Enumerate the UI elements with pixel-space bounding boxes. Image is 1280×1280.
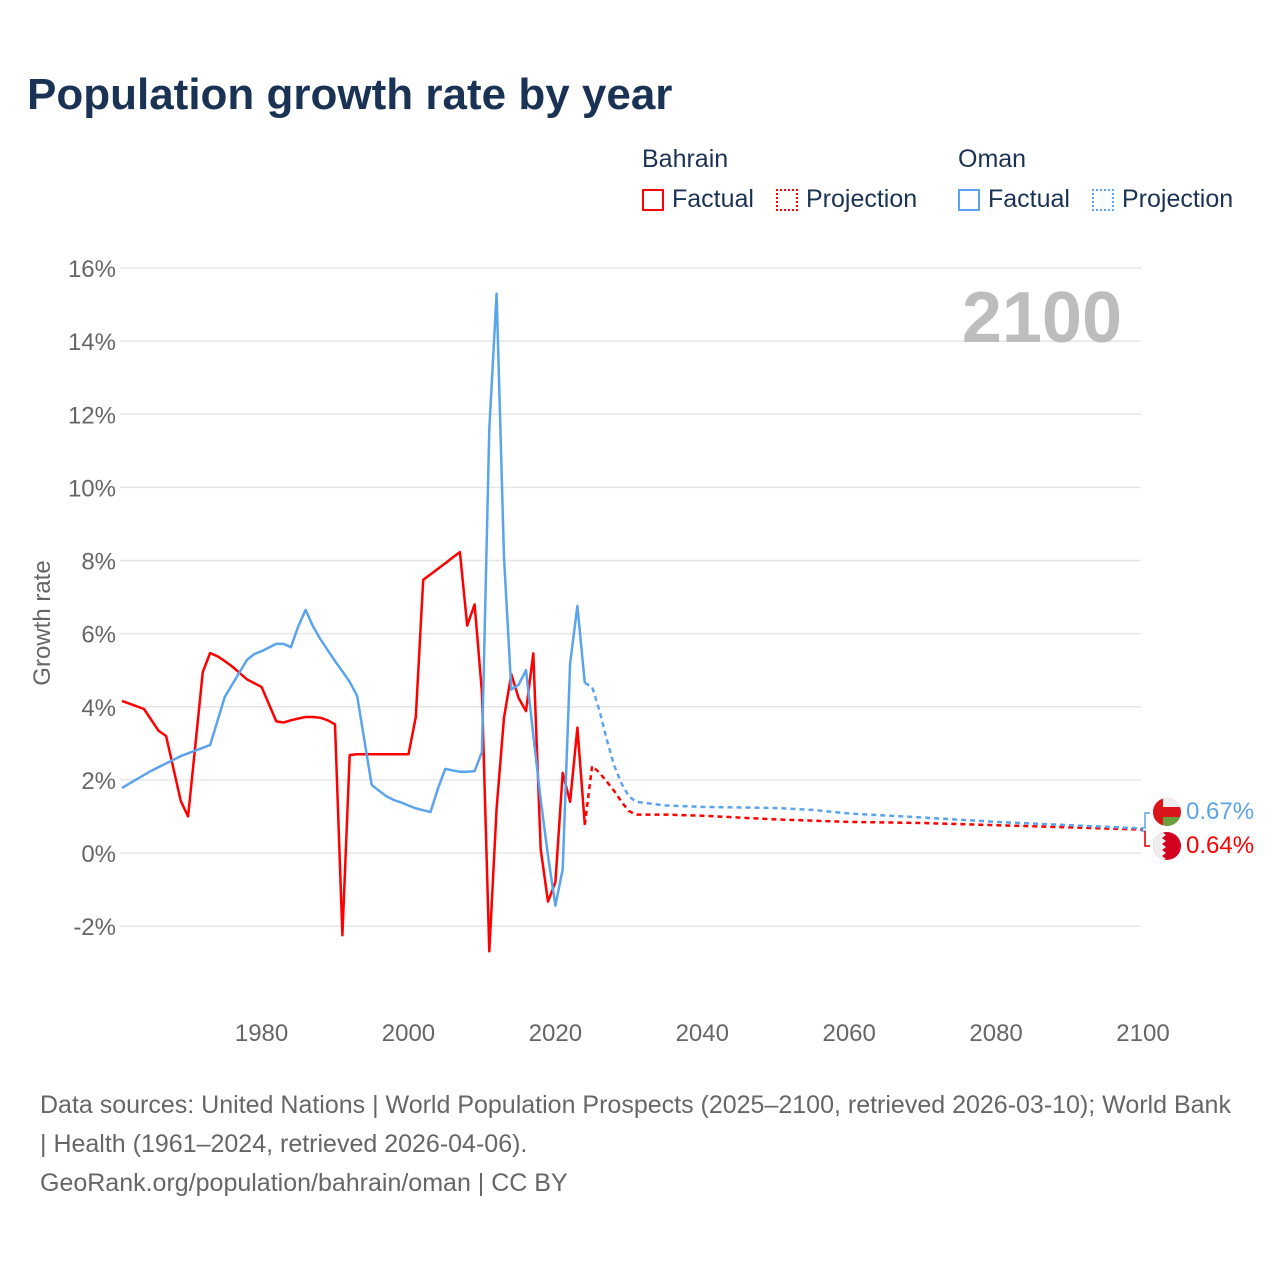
legend-swatch-dotted-icon <box>1092 188 1114 211</box>
y-tick-label: -2% <box>73 914 116 941</box>
x-tick-label: 2040 <box>676 1020 729 1047</box>
x-tick-label: 2100 <box>1116 1020 1169 1047</box>
oman-flag-icon <box>1153 798 1181 826</box>
x-tick-label: 2020 <box>529 1020 582 1047</box>
legend-swatch-dotted-icon <box>776 188 798 211</box>
x-tick-label: 1980 <box>235 1020 288 1047</box>
source-link[interactable]: GeoRank.org/population/bahrain/oman | CC… <box>40 1169 568 1197</box>
y-tick-label: 0% <box>81 841 116 868</box>
x-tick-label: 2000 <box>382 1020 435 1047</box>
footer: Data sources: United Nations | World Pop… <box>40 1086 1240 1203</box>
end-markers: 0.67% 0.64% <box>1141 798 1254 860</box>
y-tick-label: 14% <box>68 329 116 356</box>
legend-bahrain-projection[interactable]: Projection <box>776 185 917 214</box>
legend-oman-factual[interactable]: Factual <box>958 185 1070 214</box>
series-line-oman-factual <box>121 292 587 907</box>
y-tick-label: 12% <box>68 402 116 429</box>
series-line-bahrain-projection <box>583 764 1144 831</box>
y-tick-label: 8% <box>81 549 116 576</box>
y-axis-label: Growth rate <box>29 560 56 685</box>
y-tick-label: 4% <box>81 695 116 722</box>
legend-label: Projection <box>806 185 918 213</box>
series-line-oman-projection <box>584 681 1144 830</box>
legend-group-oman: Oman <box>958 145 1027 173</box>
legend-label: Projection <box>1122 185 1234 213</box>
legend-oman-projection[interactable]: Projection <box>1092 185 1233 214</box>
chart-title: Population growth rate by year <box>27 70 673 119</box>
legend-group-bahrain: Bahrain <box>642 145 729 173</box>
end-label-oman: 0.67% <box>1186 798 1254 825</box>
end-label-bahrain: 0.64% <box>1186 832 1254 859</box>
y-tick-label: 10% <box>68 475 116 502</box>
legend-bahrain-factual[interactable]: Factual <box>642 185 754 214</box>
y-tick-label: 2% <box>81 768 116 795</box>
connector-bahrain <box>1144 831 1150 847</box>
series-line-bahrain-factual <box>121 550 587 953</box>
legend-swatch-solid-icon <box>642 188 664 211</box>
data-sources: Data sources: United Nations | World Pop… <box>40 1091 1231 1158</box>
x-tick-label: 2080 <box>969 1020 1022 1047</box>
legend-swatch-solid-icon <box>958 188 980 211</box>
y-tick-label: 6% <box>81 622 116 649</box>
bahrain-flag-icon <box>1153 832 1181 860</box>
legend-label: Factual <box>672 185 754 213</box>
year-label: 2100 <box>962 278 1122 358</box>
x-tick-label: 2060 <box>822 1020 875 1047</box>
legend-label: Factual <box>988 185 1070 213</box>
y-tick-label: 16% <box>68 256 116 283</box>
